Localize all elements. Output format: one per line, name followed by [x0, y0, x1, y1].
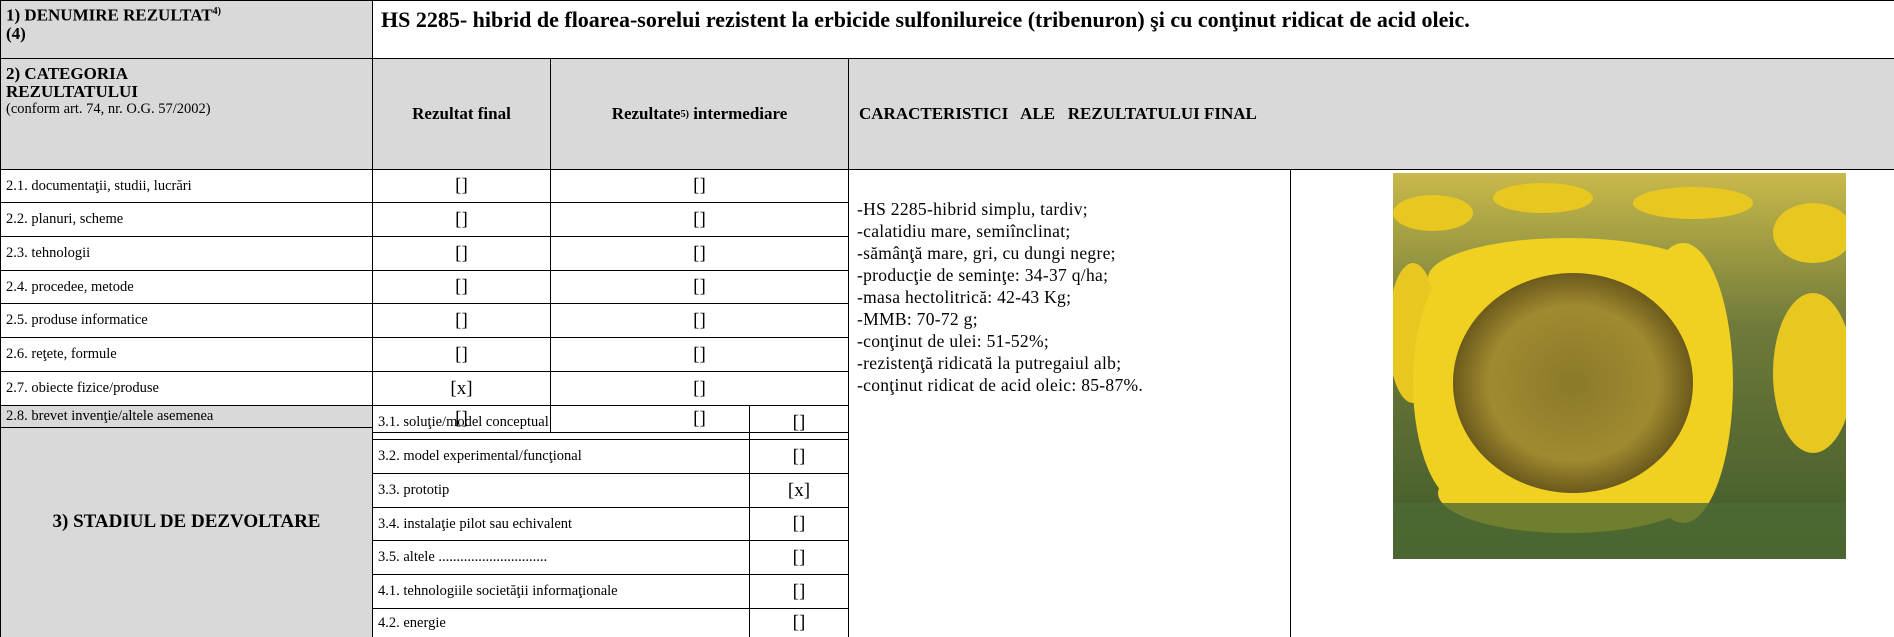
characteristics: -HS 2285-hibrid simplu, tardiv; -calatidi… [849, 170, 1291, 637]
final-checkbox: [] [373, 271, 551, 304]
col-final: Rezultat final [373, 59, 551, 170]
text: Rezultate [611, 104, 681, 123]
stage-item-label: 4.2. energie [373, 609, 750, 637]
category-label-cell: 2) CATEGORIA REZULTATULUI (conform art. … [1, 59, 373, 170]
category-label: 2.1. documentaţii, studii, lucrări [1, 170, 373, 203]
stage-item-label: 3.3. prototip [373, 474, 750, 508]
stage-item-label: 4.1. tehnologiile societăţii informaţion… [373, 575, 750, 609]
intermediate-checkbox: [] [551, 170, 849, 203]
characteristic-line: -conţinut ridicat de acid oleic: 85-87%. [857, 375, 1144, 395]
stage-item-label: 3.5. altele ............................… [373, 541, 750, 575]
final-checkbox: [] [373, 203, 551, 237]
category-label: 2.7. obiecte fizice/produse [1, 372, 373, 406]
intermediate-checkbox: [] [551, 237, 849, 271]
col-intermediate: Rezultate 5) intermediare [551, 59, 849, 170]
category-label: 2.3. tehnologii [1, 237, 373, 271]
note: (4) [6, 23, 26, 43]
category-note: (conform art. 74, nr. O.G. 57/2002) [6, 101, 211, 117]
final-checkbox: [] [373, 406, 551, 433]
sup: 5) [680, 108, 689, 120]
characteristic-line: -conţinut de ulei: 51-52%; [857, 331, 1049, 351]
characteristic-line: -HS 2285-hibrid simplu, tardiv; [857, 199, 1088, 219]
category-label: 2.2. planuri, scheme [1, 203, 373, 237]
final-checkbox: [x] [373, 372, 551, 406]
text: intermediare [688, 104, 788, 123]
stage-checkbox: [x] [750, 474, 849, 508]
final-checkbox: [] [373, 338, 551, 372]
stage-checkbox: [] [750, 609, 849, 637]
stage-label: 3) STADIUL DE DEZVOLTARE [1, 406, 373, 637]
image-cell [1291, 170, 1894, 637]
intermediate-checkbox: [] [551, 271, 849, 304]
result-name-label: 1) DENUMIRE REZULTAT4) (4) [1, 1, 373, 59]
stage-checkbox: [] [750, 541, 849, 575]
final-checkbox: [] [373, 170, 551, 203]
label: 1) DENUMIRE REZULTAT [6, 5, 213, 25]
category-label: 2) CATEGORIA REZULTATULUI [6, 64, 138, 101]
characteristic-line: -calatidiu mare, semiînclinat; [857, 221, 1071, 241]
intermediate-checkbox: [] [551, 203, 849, 237]
stage-checkbox: [] [750, 440, 849, 474]
category-label: 2.5. produse informatice [1, 304, 373, 338]
sunflower-photo [1393, 173, 1846, 559]
result-title: HS 2285- hibrid de floarea-sorelui rezis… [373, 1, 1894, 59]
intermediate-checkbox: [] [551, 338, 849, 372]
sup: 4) [212, 6, 221, 17]
characteristic-line: -producţie de seminţe: 34-37 q/ha; [857, 265, 1109, 285]
stage-checkbox: [] [750, 406, 849, 440]
category-label: 2.6. reţete, formule [1, 338, 373, 372]
characteristic-line: -rezistenţă ridicată la putregaiul alb; [857, 353, 1122, 373]
stage-item-label: 3.4. instalaţie pilot sau echivalent [373, 508, 750, 541]
stage-checkbox: [] [750, 575, 849, 609]
characteristic-line: -MMB: 70-72 g; [857, 309, 978, 329]
final-checkbox: [] [373, 304, 551, 338]
stage-item-label: 3.1. soluţie/model conceptual [373, 406, 750, 440]
stage-item-label: 3.2. model experimental/funcţional [373, 440, 750, 474]
characteristics-title: CARACTERISTICI ALE REZULTATULUI FINAL [849, 59, 1894, 170]
category-label: 2.4. procedee, metode [1, 271, 373, 304]
characteristic-line: -sămânţă mare, gri, cu dungi negre; [857, 243, 1116, 263]
intermediate-checkbox: [] [551, 304, 849, 338]
characteristic-line: -masa hectolitrică: 42-43 Kg; [857, 287, 1072, 307]
final-checkbox: [] [373, 237, 551, 271]
intermediate-checkbox: [] [551, 372, 849, 406]
category-label: 2.8. brevet invenţie/altele asemenea [1, 406, 373, 428]
stage-checkbox: [] [750, 508, 849, 541]
